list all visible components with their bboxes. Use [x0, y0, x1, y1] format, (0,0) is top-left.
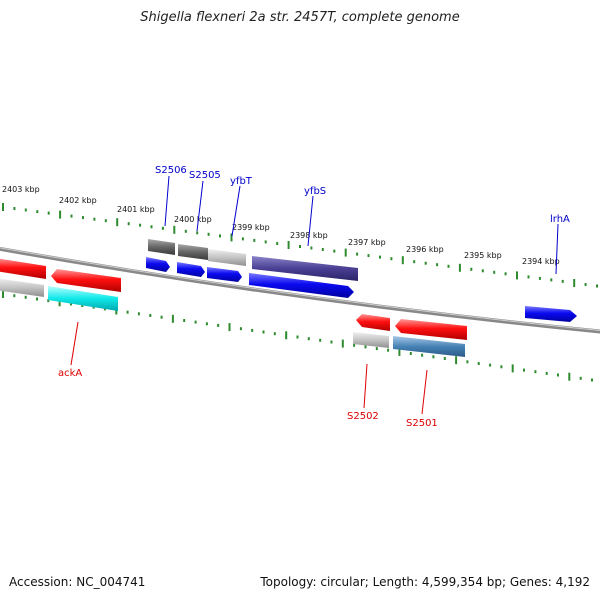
feature-gene-yfbt[interactable]	[207, 267, 242, 282]
scale-ticks-top	[2, 203, 598, 288]
genome-backbone	[0, 246, 600, 334]
feature-gene[interactable]	[178, 244, 208, 260]
scale-label: 2395 kbp	[464, 251, 502, 260]
gene-label-s2506[interactable]: S2506	[155, 165, 187, 176]
gene-label-s2502[interactable]: S2502	[347, 411, 379, 422]
gene-label-yfbt[interactable]: yfbT	[230, 176, 253, 187]
feature-gene[interactable]	[0, 258, 46, 279]
scale-label: 2403 kbp	[2, 185, 40, 194]
feature-gene-s2506[interactable]	[146, 257, 170, 272]
feature-gene-lrha[interactable]	[525, 306, 577, 322]
feature-gene[interactable]	[395, 319, 467, 340]
gene-label-yfbs[interactable]: yfbS	[304, 186, 326, 197]
scale-labels: 2403 kbp 2402 kbp 2401 kbp 2400 kbp 2399…	[2, 185, 560, 266]
scale-label: 2400 kbp	[174, 215, 212, 224]
scale-label: 2401 kbp	[117, 205, 155, 214]
map-title: Shigella flexneri 2a str. 2457T, complet…	[140, 10, 460, 25]
accession-text: Accession: NC_004741	[9, 575, 146, 589]
feature-gene[interactable]	[148, 239, 175, 255]
feature-gene-yfbs[interactable]	[249, 273, 354, 298]
feature-gene[interactable]	[208, 249, 246, 266]
feature-gene[interactable]	[252, 256, 358, 281]
scale-label: 2402 kbp	[59, 196, 97, 205]
genome-info-text: Topology: circular; Length: 4,599,354 bp…	[260, 575, 590, 589]
feature-gene-s2505[interactable]	[177, 262, 205, 277]
gene-label-lrha[interactable]: lrhA	[550, 214, 570, 225]
gene-label-s2501[interactable]: S2501	[406, 418, 438, 429]
scale-label: 2396 kbp	[406, 245, 444, 254]
feature-gene-acka[interactable]	[51, 269, 121, 292]
scale-label: 2394 kbp	[522, 257, 560, 266]
feature-gene-s2501[interactable]	[393, 336, 465, 357]
gene-label-s2505[interactable]: S2505	[189, 170, 221, 181]
scale-label: 2399 kbp	[232, 223, 270, 232]
feature-gene[interactable]	[0, 278, 44, 297]
feature-gene[interactable]	[48, 286, 118, 311]
scale-label: 2397 kbp	[348, 238, 386, 247]
scale-ticks-bottom	[2, 290, 593, 382]
feature-gene-s2502[interactable]	[356, 314, 390, 331]
gene-label-acka[interactable]: ackA	[58, 368, 82, 379]
feature-gene[interactable]	[353, 332, 389, 348]
